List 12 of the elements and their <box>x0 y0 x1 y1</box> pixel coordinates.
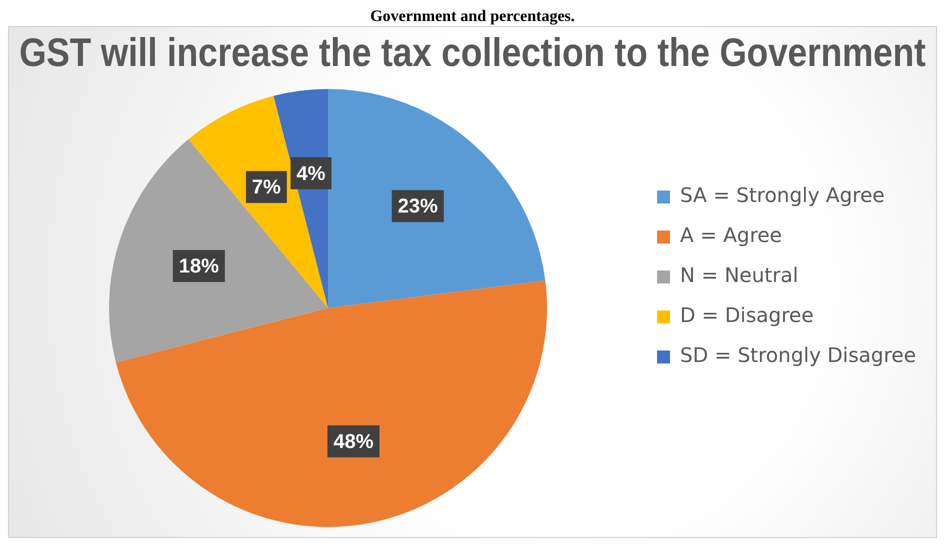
legend-label: D = Disagree <box>680 303 814 328</box>
text: Government and percentages. <box>369 8 576 26</box>
data-label: 7% <box>252 176 282 199</box>
legend-label: A = Agree <box>680 223 782 248</box>
data-label: 23% <box>398 196 438 218</box>
legend-label: N = Neutral <box>680 263 798 288</box>
legend-label: SA = Strongly Agree <box>680 183 885 208</box>
legend-label: SD = Strongly Disagree <box>680 343 916 368</box>
data-label: 48% <box>333 430 374 453</box>
data-label: 18% <box>178 256 220 278</box>
data-label: 4% <box>296 162 326 185</box>
chart-title: GST will increase the tax collection to the Government <box>19 30 926 75</box>
